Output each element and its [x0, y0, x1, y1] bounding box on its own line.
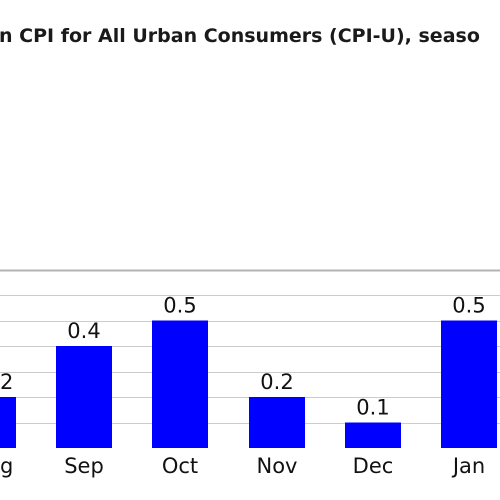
value-label: 0.5	[452, 294, 485, 318]
bar-oct	[152, 320, 208, 448]
category-label: g	[0, 454, 13, 478]
value-label: 0.2	[260, 370, 293, 394]
bar-nov	[249, 397, 305, 448]
value-label: 2	[0, 370, 13, 394]
category-label: Oct	[162, 454, 198, 478]
bar-aug	[0, 397, 16, 448]
category-labels: g Sep Oct Nov Dec Jan	[0, 454, 485, 478]
category-label: Nov	[257, 454, 298, 478]
category-label: Jan	[451, 454, 485, 478]
category-label: Dec	[353, 454, 394, 478]
value-labels: 2 0.4 0.5 0.2 0.1 0.5	[0, 294, 486, 420]
bar-jan	[441, 320, 497, 448]
value-label: 0.4	[67, 319, 100, 343]
bars	[0, 320, 497, 448]
value-label: 0.1	[356, 396, 389, 420]
value-label: 0.5	[163, 294, 196, 318]
bar-sep	[56, 346, 112, 448]
bar-dec	[345, 422, 401, 448]
category-label: Sep	[64, 454, 104, 478]
chart-title: n CPI for All Urban Consumers (CPI-U), s…	[0, 25, 480, 47]
